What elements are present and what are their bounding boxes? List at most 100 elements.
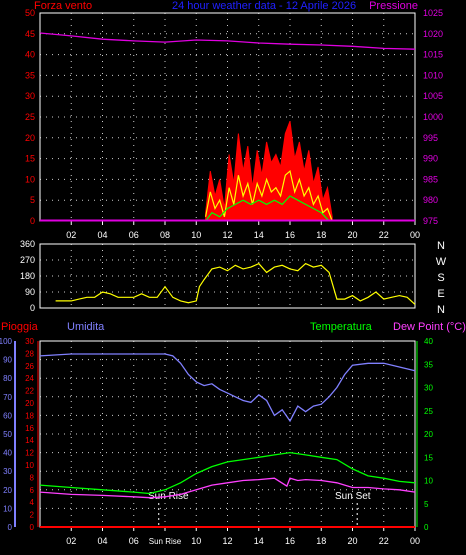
rain-y-tick-label: 2 <box>30 511 35 520</box>
temperature-x-tick-label: 12 <box>222 536 232 546</box>
temperature-x-tick-label: 02 <box>66 536 76 546</box>
rain-axis-label: Pioggia <box>1 321 39 333</box>
pressure-y-tick-label: 990 <box>423 154 438 164</box>
rain-y-tick-label: 12 <box>25 449 34 458</box>
wind-x-ticks: 02 04 06 08 10 12 14 16 18 20 22 00 <box>66 221 420 240</box>
rain-y-tick-label: 16 <box>25 424 34 433</box>
wind-y-tick-label: 15 <box>25 154 35 164</box>
wind-axis-label: Forza vento <box>34 0 92 12</box>
humidity-axis-label: Umidita <box>67 321 105 333</box>
direction-y-tick-label: 180 <box>20 271 35 281</box>
wind-x-tick-label: 16 <box>285 230 295 240</box>
pressure-y-tick-label: 1010 <box>423 70 443 80</box>
compass-label: W <box>436 256 447 268</box>
direction-series <box>55 262 416 305</box>
wind-y-tick-label: 10 <box>25 174 35 184</box>
wind-average-line <box>205 169 333 222</box>
wind-x-tick-label: 14 <box>254 230 264 240</box>
temperature-y-tick-label: 10 <box>424 477 433 486</box>
wind-x-tick-label: 00 <box>410 230 420 240</box>
wind-x-tick-label: 02 <box>66 230 76 240</box>
wind-y-tick-label: 0 <box>30 216 35 226</box>
wind-x-tick-label: 04 <box>97 230 107 240</box>
wind-y-tick-label: 30 <box>25 91 35 101</box>
wind-grid <box>40 13 415 221</box>
temperature-x-tick-label: 16 <box>285 536 295 546</box>
wind-y-tick-label: 20 <box>25 133 35 143</box>
pressure-y-ticks: 975 980 985 990 995 1000 1005 1010 1015 1020 1025 <box>423 8 443 226</box>
temperature-x-tick-label: 10 <box>191 536 201 546</box>
temperature-x-tick-label: 18 <box>316 536 326 546</box>
humidity-y-tick-label: 0 <box>8 523 13 532</box>
humidity-y-tick-label: 100 <box>0 337 13 346</box>
rain-y-tick-label: 6 <box>30 486 35 495</box>
rain-y-tick-label: 10 <box>25 461 34 470</box>
temperature-axis-label: Temperatura <box>310 321 373 333</box>
temperature-y-tick-label: 25 <box>424 407 433 416</box>
humidity-y-tick-label: 80 <box>3 374 12 383</box>
wind-y-tick-label: 25 <box>25 112 35 122</box>
temperature-line <box>39 451 416 495</box>
humidity-y-ticks: 0 10 20 30 40 50 60 70 80 90 100 <box>0 337 13 532</box>
wind-series <box>39 32 416 222</box>
temperature-y-tick-label: 0 <box>424 523 429 532</box>
wind-gust-area <box>205 121 333 222</box>
rain-y-tick-label: 18 <box>25 411 34 420</box>
pressure-y-tick-label: 1020 <box>423 29 443 39</box>
direction-y-tick-label: 90 <box>25 287 35 297</box>
temperature-y-tick-label: 20 <box>424 430 433 439</box>
temperature-x-tick-label: 06 <box>129 536 139 546</box>
wind-y-tick-label: 45 <box>25 29 35 39</box>
wind-low-line <box>205 195 330 222</box>
rain-y-tick-label: 30 <box>25 337 34 346</box>
wind-y-tick-label: 5 <box>30 195 35 205</box>
pressure-y-tick-label: 975 <box>423 216 438 226</box>
wind-x-tick-label: 22 <box>379 230 389 240</box>
humidity-y-tick-label: 90 <box>3 356 12 365</box>
rain-y-tick-label: 8 <box>30 473 35 482</box>
humidity-y-tick-label: 70 <box>3 393 12 402</box>
rain-y-tick-label: 20 <box>25 399 34 408</box>
temperature-y-ticks: 0 5 10 15 20 25 30 35 40 <box>424 337 433 532</box>
compass-label: N <box>437 240 445 252</box>
temperature-y-tick-label: 35 <box>424 360 433 369</box>
pressure-line <box>39 32 416 50</box>
humidity-y-tick-label: 20 <box>3 486 12 495</box>
pressure-y-tick-label: 1015 <box>423 50 443 60</box>
compass-label: E <box>437 288 444 300</box>
wind-x-tick-label: 18 <box>316 230 326 240</box>
temperature-x-tick-label: 20 <box>347 536 357 546</box>
rain-y-tick-label: 0 <box>30 523 35 532</box>
rain-y-tick-label: 28 <box>25 349 34 358</box>
direction-y-tick-label: 270 <box>20 255 35 265</box>
direction-y-ticks: 0 90 180 270 360 <box>20 239 35 313</box>
temperature-x-tick-label: Sun Rise <box>149 537 182 546</box>
temperature-x-tick-label: 14 <box>254 536 264 546</box>
temperature-y-tick-label: 15 <box>424 453 433 462</box>
rain-y-tick-label: 14 <box>25 436 34 445</box>
wind-x-tick-label: 06 <box>129 230 139 240</box>
temperature-grid <box>40 341 415 527</box>
compass-label: N <box>437 304 445 316</box>
humidity-y-tick-label: 40 <box>3 449 12 458</box>
rain-y-tick-label: 26 <box>25 362 34 371</box>
pressure-y-tick-label: 1025 <box>423 8 443 18</box>
direction-grid <box>40 244 415 308</box>
temperature-x-tick-label: 04 <box>97 536 107 546</box>
rain-y-tick-label: 4 <box>30 498 35 507</box>
direction-y-tick-label: 360 <box>20 239 35 249</box>
humidity-y-tick-label: 50 <box>3 430 12 439</box>
dewpoint-line <box>39 477 416 499</box>
wind-x-tick-label: 12 <box>222 230 232 240</box>
humidity-y-tick-label: 30 <box>3 467 12 476</box>
wind-x-tick-label: 20 <box>347 230 357 240</box>
temperature-y-tick-label: 30 <box>424 384 433 393</box>
wind-y-tick-label: 40 <box>25 50 35 60</box>
sunset-annotation: Sun Set <box>335 491 371 502</box>
temperature-humidity-panel: Pioggia Umidita Temperatura Dew Point (°… <box>0 321 466 546</box>
temperature-x-tick-label: 22 <box>379 536 389 546</box>
